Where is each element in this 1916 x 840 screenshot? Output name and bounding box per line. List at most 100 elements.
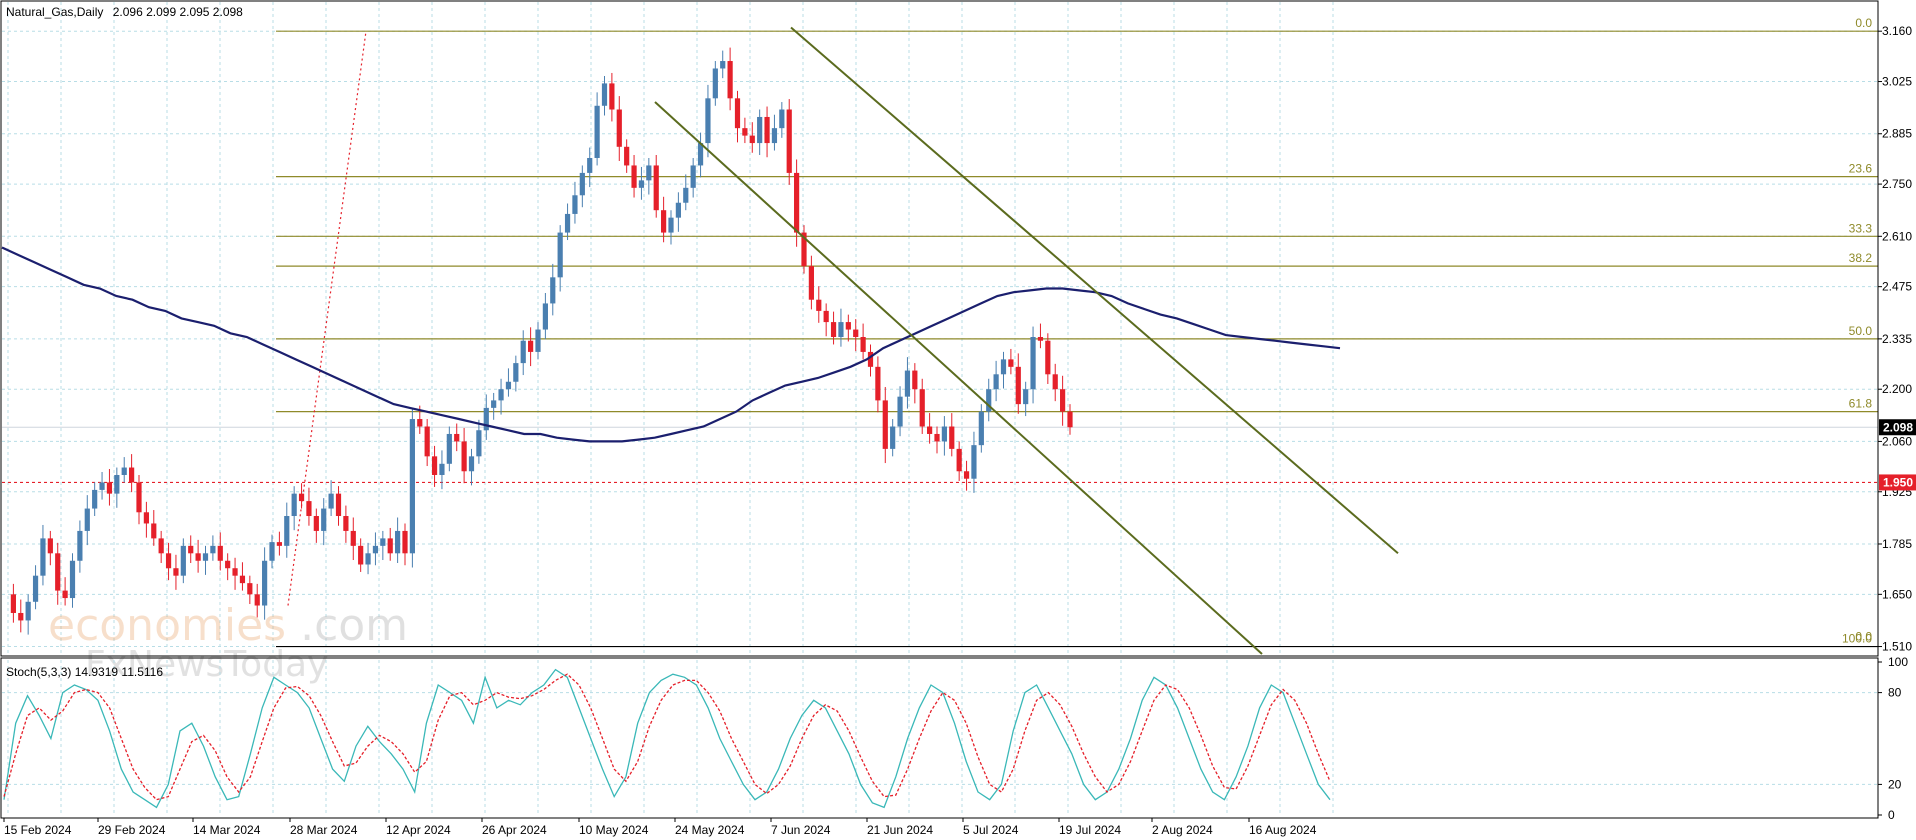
stoch-axis: 100 80 20 0 [1878,655,1908,822]
price-tick-label: 3.160 [1882,24,1912,38]
price-tick-label: 2.885 [1882,127,1912,141]
candle-body [572,195,578,214]
candle-body [417,419,423,427]
candle-body [424,426,430,457]
candle-body [875,366,881,401]
candle-body [683,187,689,203]
candle-body [550,277,556,304]
time-tick-label: 21 Jun 2024 [867,823,933,837]
stoch-tick-label: 100 [1888,655,1908,669]
fib-level-label: 0.0 [1855,16,1872,30]
price-tags: 2.098 1.950 [1879,419,1916,491]
trend-channel [654,26,1399,655]
candle-body [853,329,859,337]
watermark-economies: economies [48,600,286,651]
time-tick-label: 7 Jun 2024 [771,823,831,837]
candle-body [520,340,526,364]
candle-body [350,530,356,546]
candle-body [1060,389,1066,412]
main-panel-frame [0,0,1879,657]
fib-level-label: 23.6 [1849,162,1873,176]
candle-body [343,516,349,531]
stoch-d-line [3,673,1331,801]
candle-body [513,363,519,382]
candle-body [993,374,999,390]
candle-body [653,165,659,211]
time-tick-label: 26 Apr 2024 [482,823,547,837]
symbol-timeframe: Natural_Gas,Daily [6,5,103,19]
candle-body [890,426,896,449]
candle-body [867,351,874,367]
candle-body [365,553,371,565]
candle-body [439,463,445,475]
candle-body [40,538,46,576]
candle-body [860,337,866,352]
candle-body [328,493,334,509]
candle-body [129,467,135,483]
candle-body [84,508,90,531]
candle-body [395,530,401,554]
candle-body [173,568,179,576]
channel-lower-line [654,101,1263,655]
candle-body [927,426,933,434]
candle-body [609,83,615,110]
candle-body [409,419,415,554]
candle-body [771,128,778,144]
candle-body [757,116,763,144]
candle-body [535,329,541,352]
stoch-tick-label: 20 [1888,777,1902,791]
candle-body [749,135,755,144]
candle-body [254,594,260,606]
time-tick-label: 10 May 2024 [579,823,649,837]
candle-body [136,482,142,513]
candle-body [143,512,149,524]
stochastic-panel: 100 80 20 0 Stoch(5,3,3) 14.9319 11.5116 [2,655,1908,822]
time-tick-label: 2 Aug 2024 [1152,823,1213,837]
watermark-logo: economies .com [48,600,408,651]
candle-body [158,538,164,554]
candle-body [949,426,955,449]
time-tick-label: 5 Jul 2024 [963,823,1019,837]
candle-body [956,448,962,472]
candle-body [823,310,829,323]
candle-body [461,441,467,472]
candle-body [1045,340,1051,375]
level-price-tag: 1.950 [1883,475,1913,489]
candle-body [151,523,157,539]
fib-level-label: 50.0 [1849,324,1873,338]
price-tick-label: 1.510 [1882,640,1912,654]
candle-body [816,299,822,311]
time-tick-label: 28 Mar 2024 [290,823,358,837]
current-price-tag-bg [1879,419,1916,436]
candle-body [1023,389,1029,405]
candle-body [62,590,68,599]
candle-body [579,172,585,196]
candle-body [675,202,681,218]
candle-body [779,109,785,129]
candle-body [498,389,504,401]
candle-body [1000,359,1007,375]
candle-body [712,68,718,99]
candle-body [838,322,844,337]
candle-body [794,172,800,233]
time-axis: 15 Feb 2024 29 Feb 2024 14 Mar 2024 28 Mar … [3,818,1317,837]
candle-body [705,98,711,144]
watermark: economies .com FxNewsToday [48,600,408,685]
candle-body [387,538,393,554]
candle-body [734,98,741,129]
candle-body [1008,359,1014,367]
candle-body [298,493,305,502]
candle-body [431,456,438,475]
candle-body [180,545,186,576]
candle-body [963,471,970,479]
moving-average-line [1,246,1341,443]
time-tick-label: 14 Mar 2024 [193,823,261,837]
candle-body [269,542,275,561]
stoch-grid [2,660,1878,816]
candle-body [358,545,364,565]
candle-body [476,430,482,457]
time-tick-label: 24 May 2024 [675,823,745,837]
stoch-lines [3,668,1331,809]
